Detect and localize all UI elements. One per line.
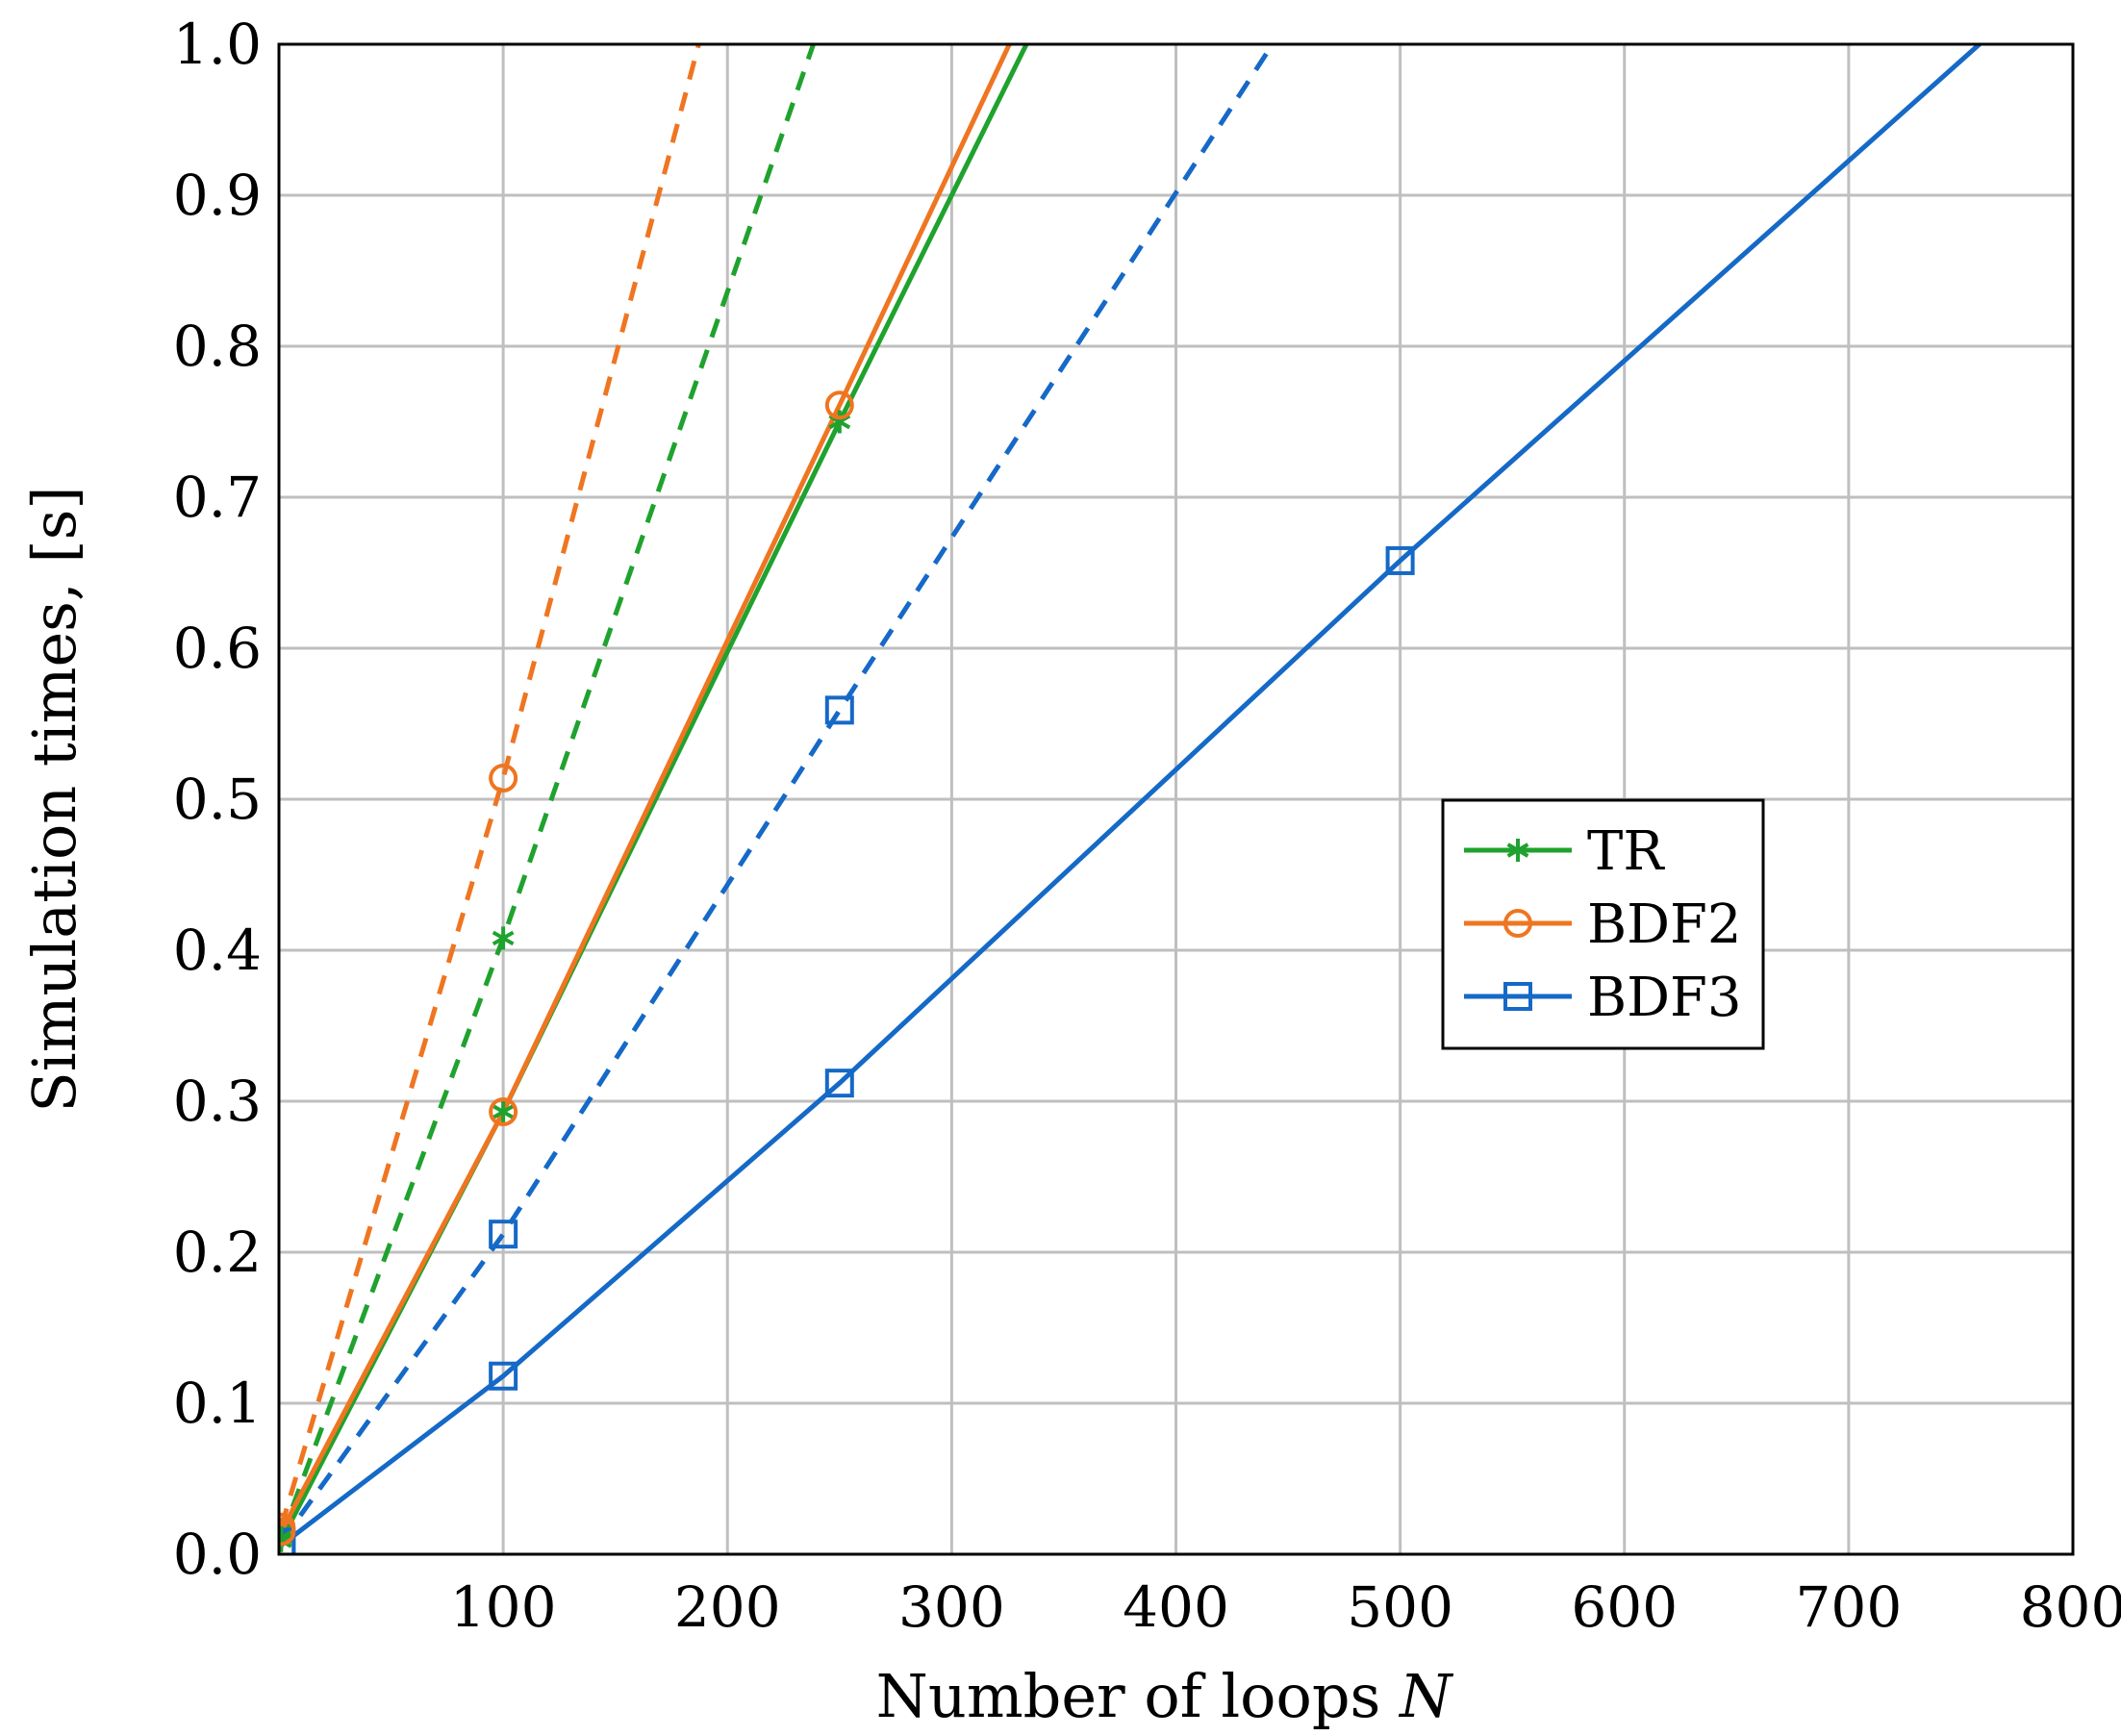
legend-marker	[1506, 839, 1529, 862]
legend-label: BDF2	[1587, 893, 1742, 956]
x-tick-label: 600	[1571, 1574, 1678, 1640]
data-point-bdf2	[279, 1517, 296, 1547]
legend: TR BDF2 BDF3	[1441, 798, 1765, 1050]
data-point-bdf2	[489, 1096, 518, 1126]
grid	[279, 42, 2075, 1556]
y-tick-label: 0.5	[173, 767, 262, 832]
legend-label: TR	[1587, 820, 1665, 883]
series-line-bdf2-dashed	[279, 44, 701, 1528]
data-point-bdf2	[489, 764, 518, 793]
data-point-bdf3	[824, 1069, 854, 1098]
y-axis-label: Simulation times, [s]	[19, 486, 89, 1112]
y-tick-label: 0.9	[173, 163, 262, 228]
y-tick-label: 0.8	[173, 314, 262, 379]
series-line-bdf2	[279, 44, 1013, 1533]
data-point-bdf3	[489, 1220, 518, 1249]
y-axis-ticks: 0.0 0.1 0.2 0.3 0.4 0.5 0.6 0.7 0.8 0.9 1.0	[173, 12, 262, 1587]
x-tick-label: 800	[2020, 1574, 2121, 1640]
legend-marker	[1503, 982, 1532, 1011]
data-point-tr	[279, 1528, 292, 1552]
x-tick-label: 500	[1347, 1574, 1453, 1640]
y-tick-label: 0.3	[173, 1069, 262, 1134]
x-tick-label: 200	[674, 1574, 781, 1640]
data-point-bdf2	[824, 390, 854, 420]
data-point-tr	[492, 926, 515, 950]
x-tick-label: 700	[1796, 1574, 1903, 1640]
legend-item-bdf2: BDF2	[1464, 893, 1742, 956]
legend-item-bdf3: BDF3	[1464, 967, 1742, 1029]
x-axis-label: Number of loops N	[876, 1661, 1454, 1731]
x-tick-label: 300	[898, 1574, 1005, 1640]
legend-marker	[1503, 909, 1532, 938]
data-point-bdf3	[489, 1361, 518, 1391]
y-tick-label: 1.0	[173, 12, 262, 77]
x-axis-ticks: 100 200 300 400 500 600 700 800	[450, 1574, 2121, 1640]
data-point-tr	[492, 1099, 515, 1123]
y-tick-label: 0.1	[173, 1371, 262, 1436]
legend-label: BDF3	[1587, 967, 1742, 1029]
data-point-bdf3	[1385, 545, 1415, 575]
series-line-bdf3	[279, 44, 1983, 1547]
plot-frame	[277, 42, 2075, 1556]
x-tick-label: 400	[1123, 1574, 1229, 1640]
y-tick-label: 0.2	[173, 1220, 262, 1285]
y-tick-label: 0.4	[173, 918, 262, 983]
marker-layer	[279, 390, 1415, 1554]
series-line-tr	[279, 44, 1029, 1543]
series-line-tr-dashed	[279, 44, 817, 1539]
legend-item-tr: TR	[1464, 820, 1665, 883]
data-point-bdf3	[824, 695, 854, 725]
series-layer	[279, 44, 1983, 1547]
y-tick-label: 0.7	[173, 465, 262, 530]
series-line-bdf3-dashed	[279, 44, 1275, 1544]
x-tick-label: 100	[450, 1574, 557, 1640]
y-tick-label: 0.6	[173, 616, 262, 681]
y-tick-label: 0.0	[173, 1522, 262, 1587]
